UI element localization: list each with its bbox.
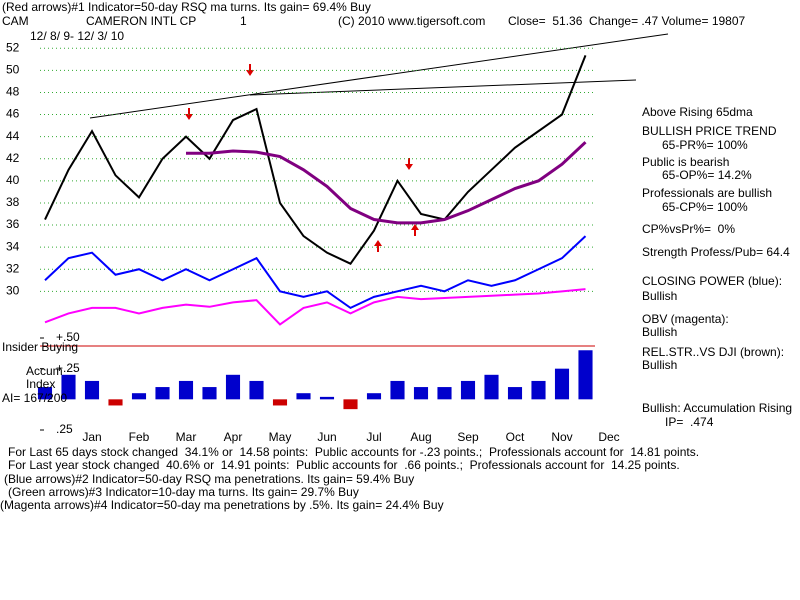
x-tick-label: Nov (551, 430, 572, 444)
y-tick-label: 46 (6, 107, 20, 121)
side-note: Above Rising 65dma (642, 105, 753, 119)
side-note: Public is bearish (642, 155, 729, 169)
footer-line: (Blue arrows)#2 Indicator=50-day RSQ ma … (4, 472, 414, 486)
accum-bar (225, 374, 241, 400)
accum-bar (437, 387, 452, 400)
red-arrow (374, 240, 382, 252)
accum-bar (578, 350, 593, 400)
side-note: 65-OP%= 14.2% (662, 168, 752, 182)
side-note: CLOSING POWER (blue): (642, 274, 782, 288)
x-tick-label: Oct (506, 430, 525, 444)
side-note: REL.STR..VS DJI (brown): (642, 345, 784, 359)
panel-label: Index (26, 377, 55, 391)
accum-bar (131, 393, 147, 400)
side-note: Bullish (642, 325, 677, 339)
side-note: 65-CP%= 100% (662, 200, 748, 214)
series-line (44, 54, 587, 265)
footer-line: (Magenta arrows)#4 Indicator=50-day ma p… (0, 498, 444, 512)
x-tick-label: Feb (129, 430, 150, 444)
x-tick-label: Aug (410, 430, 431, 444)
side-note: BULLISH PRICE TREND (642, 124, 777, 138)
side-note: CP%vsPr%= 0% (642, 222, 735, 236)
accum-bar (484, 374, 499, 400)
x-tick-label: Dec (598, 430, 619, 444)
accum-bar (366, 393, 382, 400)
accum-bar (272, 399, 288, 406)
y-tick-label: 34 (6, 239, 20, 253)
red-arrow (411, 224, 419, 236)
red-arrow (246, 64, 254, 76)
y-tick-label: 50 (6, 63, 20, 77)
y-tick-label: 44 (6, 129, 20, 143)
panel-label: AI= 167/200 (2, 391, 67, 405)
accum-bar (554, 368, 570, 400)
y-tick-label: +.50 (56, 330, 80, 344)
footer-line: (Green arrows)#3 Indicator=10-day ma tur… (8, 485, 359, 499)
quote: Close= 51.36 Change= .47 Volume= 19807 (508, 14, 746, 28)
side-note: IP= .474 (665, 415, 714, 429)
series-line (44, 288, 586, 326)
side-note: OBV (magenta): (642, 312, 729, 326)
series-line (44, 235, 587, 310)
x-tick-label: Jun (317, 430, 336, 444)
accum-bar (61, 374, 76, 400)
y-tick-label: .25 (56, 422, 73, 436)
y-tick-label: 42 (6, 151, 20, 165)
accum-bar (37, 387, 53, 400)
x-tick-label: Sep (457, 430, 479, 444)
x-tick-label: Apr (224, 430, 243, 444)
date-range: 12/ 8/ 9- 12/ 3/ 10 (30, 29, 124, 43)
company: CAMERON INTL CP (86, 14, 196, 28)
number: 1 (240, 14, 247, 28)
accum-bar (531, 380, 546, 400)
accum-bar (84, 380, 100, 400)
footer-line: For Last 65 days stock changed 34.1% or … (8, 445, 699, 459)
accum-bar (390, 380, 405, 400)
accum-bar (460, 380, 476, 400)
symbol: CAM (2, 14, 29, 28)
x-tick-label: Mar (176, 430, 197, 444)
trendline (89, 33, 669, 119)
accum-bar (202, 387, 217, 400)
x-tick-label: May (269, 430, 292, 444)
trendline (249, 79, 637, 96)
accum-bar (319, 396, 335, 400)
header-line: (Red arrows)#1 Indicator=50-day RSQ ma t… (2, 0, 371, 14)
y-tick-label: +.25 (56, 361, 80, 375)
side-note: Bullish (642, 289, 677, 303)
accum-bar (155, 387, 170, 400)
x-tick-label: Jul (366, 430, 381, 444)
x-tick-label: Jan (82, 430, 101, 444)
footer-line: For Last year stock changed 40.6% or 14.… (8, 458, 680, 472)
panel-label: Accum (26, 364, 63, 378)
accum-bar (296, 393, 311, 400)
copyright: (C) 2010 www.tigersoft.com (338, 14, 485, 28)
y-tick-label: 30 (6, 284, 20, 298)
series-line (186, 141, 587, 225)
panel-label: Insider Buying (2, 340, 78, 354)
y-tick-label: 40 (6, 173, 20, 187)
accum-bar (413, 387, 429, 400)
y-tick-label: 32 (6, 261, 20, 275)
y-tick-label: 48 (6, 85, 20, 99)
side-note: 65-PR%= 100% (662, 138, 748, 152)
red-arrow (405, 158, 413, 170)
side-note: Professionals are bullish (642, 186, 772, 200)
y-tick-label: 36 (6, 217, 20, 231)
side-note: Strength Profess/Pub= 64.4 (642, 245, 790, 259)
red-arrow (185, 108, 193, 120)
accum-bar (249, 380, 264, 400)
side-note: Bullish (642, 358, 677, 372)
y-tick-label: 38 (6, 195, 20, 209)
accum-bar (343, 399, 358, 410)
accum-bar (507, 387, 523, 400)
accum-bar (178, 380, 194, 400)
accum-bar (108, 399, 123, 406)
side-note: Bullish: Accumulation Rising (642, 401, 792, 415)
arrows (185, 64, 419, 252)
y-tick-label: 52 (6, 40, 20, 54)
